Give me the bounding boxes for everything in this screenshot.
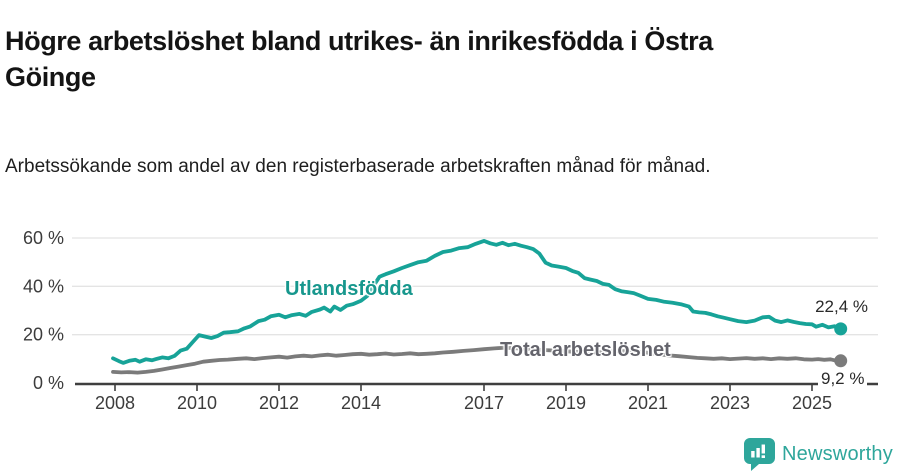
x-tick-label: 2021: [628, 393, 668, 413]
newsworthy-chart-bubble-icon: [744, 438, 775, 471]
y-tick-label: 0 %: [33, 373, 64, 393]
x-tick-label: 2014: [341, 393, 381, 413]
y-tick-label: 40 %: [23, 276, 64, 296]
series-end-dot-1: [834, 354, 848, 368]
page-title: Högre arbetslöshet bland utrikes- än inr…: [5, 26, 713, 93]
series-end-dot-0: [834, 322, 848, 336]
series-line-1: [111, 345, 843, 375]
x-tick-label: 2019: [546, 393, 586, 413]
x-tick-label: 2025: [792, 393, 832, 413]
x-tick-label: 2012: [259, 393, 299, 413]
series-label-total-arbetsloshet: Total arbetslöshet: [500, 339, 671, 361]
x-tick-label: 2010: [177, 393, 217, 413]
newsworthy-logo-text: Newsworthy: [782, 443, 893, 465]
x-tick-label: 2008: [95, 393, 135, 413]
series-line-0: [111, 238, 843, 365]
y-tick-label: 60 %: [23, 228, 64, 248]
y-tick-label: 20 %: [23, 325, 64, 345]
end-value-label-utlandsfodda: 22,4 %: [815, 297, 868, 316]
page-subtitle: Arbetssökande som andel av den registerb…: [5, 156, 711, 177]
end-value-label-total: 9,2 %: [818, 369, 868, 389]
x-tick-label: 2023: [710, 393, 750, 413]
series-label-utlandsfodda: Utlandsfödda: [285, 278, 413, 300]
x-tick-label: 2017: [464, 393, 504, 413]
newsworthy-logo[interactable]: Newsworthy: [744, 438, 893, 471]
